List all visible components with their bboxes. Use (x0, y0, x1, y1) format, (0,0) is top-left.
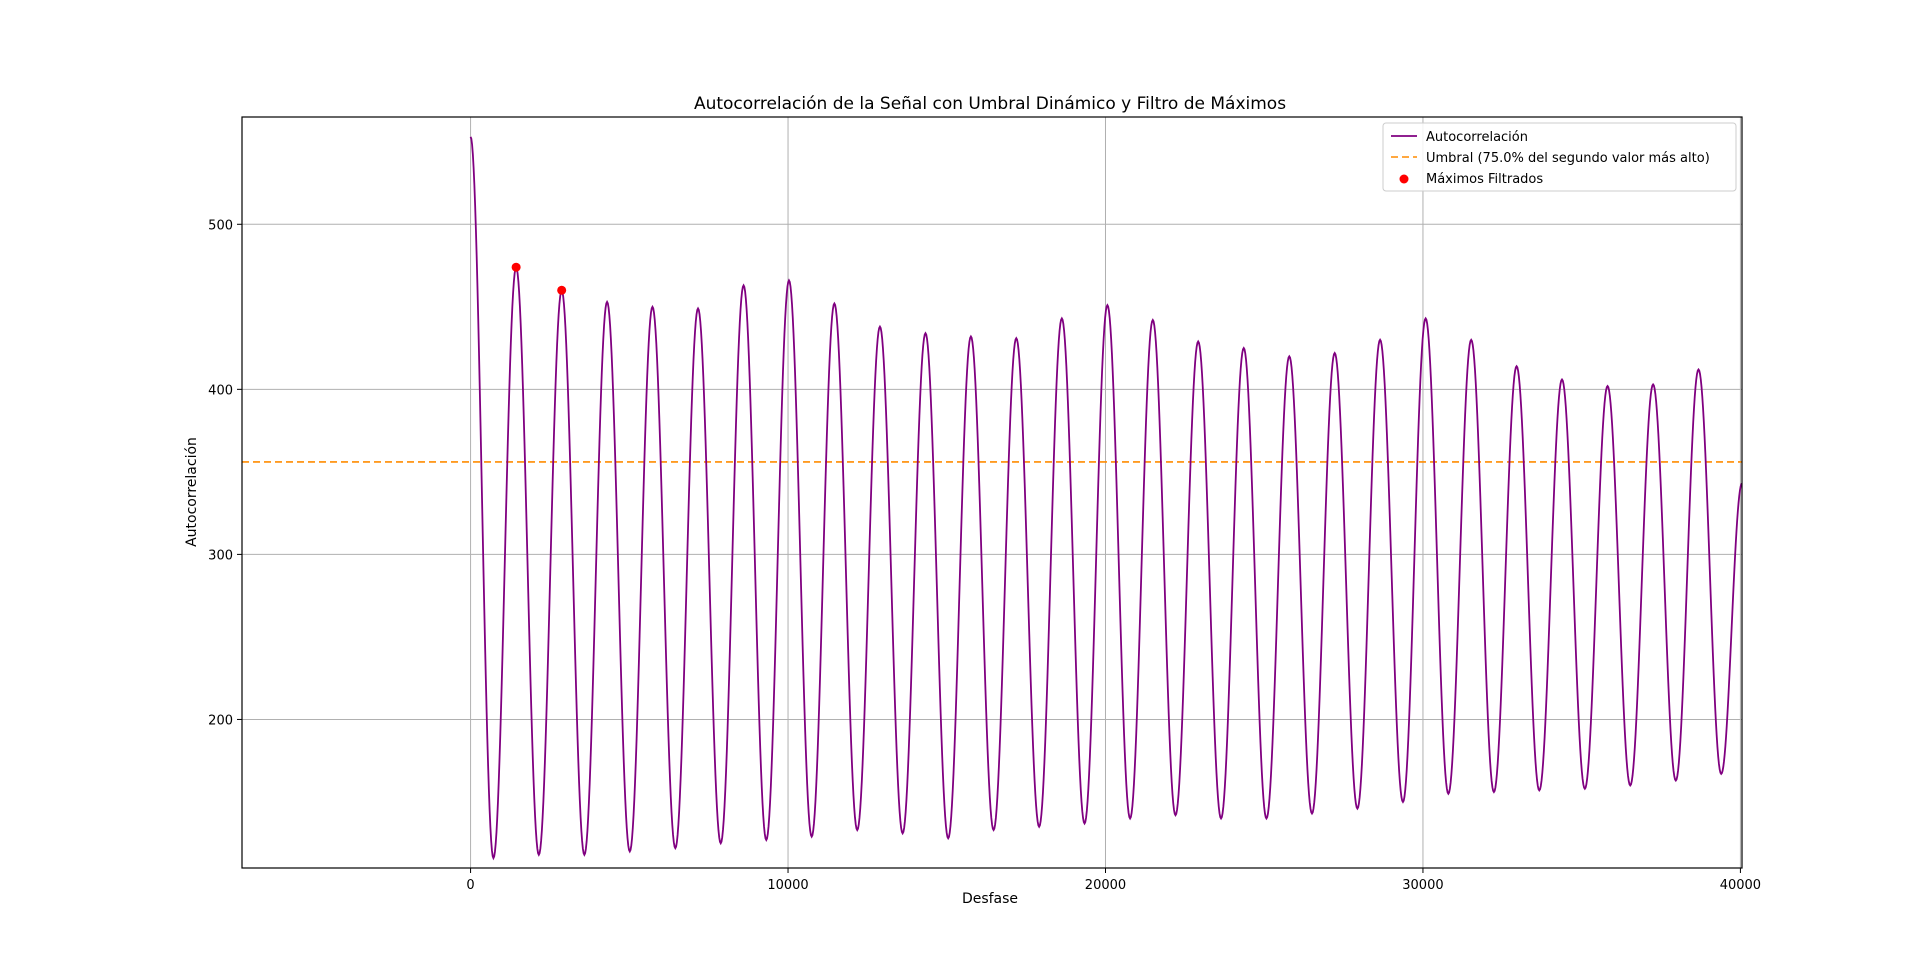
legend-label: Umbral (75.0% del segundo valor más alto… (1426, 151, 1710, 166)
legend: Autocorrelación Umbral (75.0% del segundo… (1382, 122, 1737, 192)
x-tick-label: 0 (466, 878, 474, 893)
x-tick-label: 20000 (1085, 878, 1126, 893)
y-tick-label: 500 (208, 218, 233, 233)
axis-ticks: 0 10000 20000 30000 40000 200 300 400 500 (208, 218, 1761, 893)
x-axis-label: Desfase (962, 891, 1018, 907)
legend-label: Máximos Filtrados (1426, 172, 1543, 187)
maxima-point (511, 262, 521, 272)
maxima-layer (511, 262, 567, 295)
y-tick-label: 300 (208, 548, 233, 563)
legend-box (1382, 122, 1737, 192)
x-tick-label: 30000 (1402, 878, 1443, 893)
plot-area-frame (241, 116, 1743, 869)
grid-lines (242, 117, 1742, 868)
x-tick-label: 10000 (767, 878, 808, 893)
y-axis-label: Autocorrelación (184, 437, 200, 547)
y-tick-label: 400 (208, 383, 233, 398)
series-layer (469, 136, 1743, 861)
legend-label: Autocorrelación (1426, 130, 1528, 145)
legend-swatch-maxima (1399, 174, 1409, 184)
autocorrelation-series-line (469, 136, 1743, 861)
x-tick-label: 40000 (1720, 878, 1761, 893)
y-tick-label: 200 (208, 713, 233, 728)
chart-title: Autocorrelación de la Señal con Umbral D… (694, 94, 1286, 114)
maxima-point (557, 285, 567, 295)
